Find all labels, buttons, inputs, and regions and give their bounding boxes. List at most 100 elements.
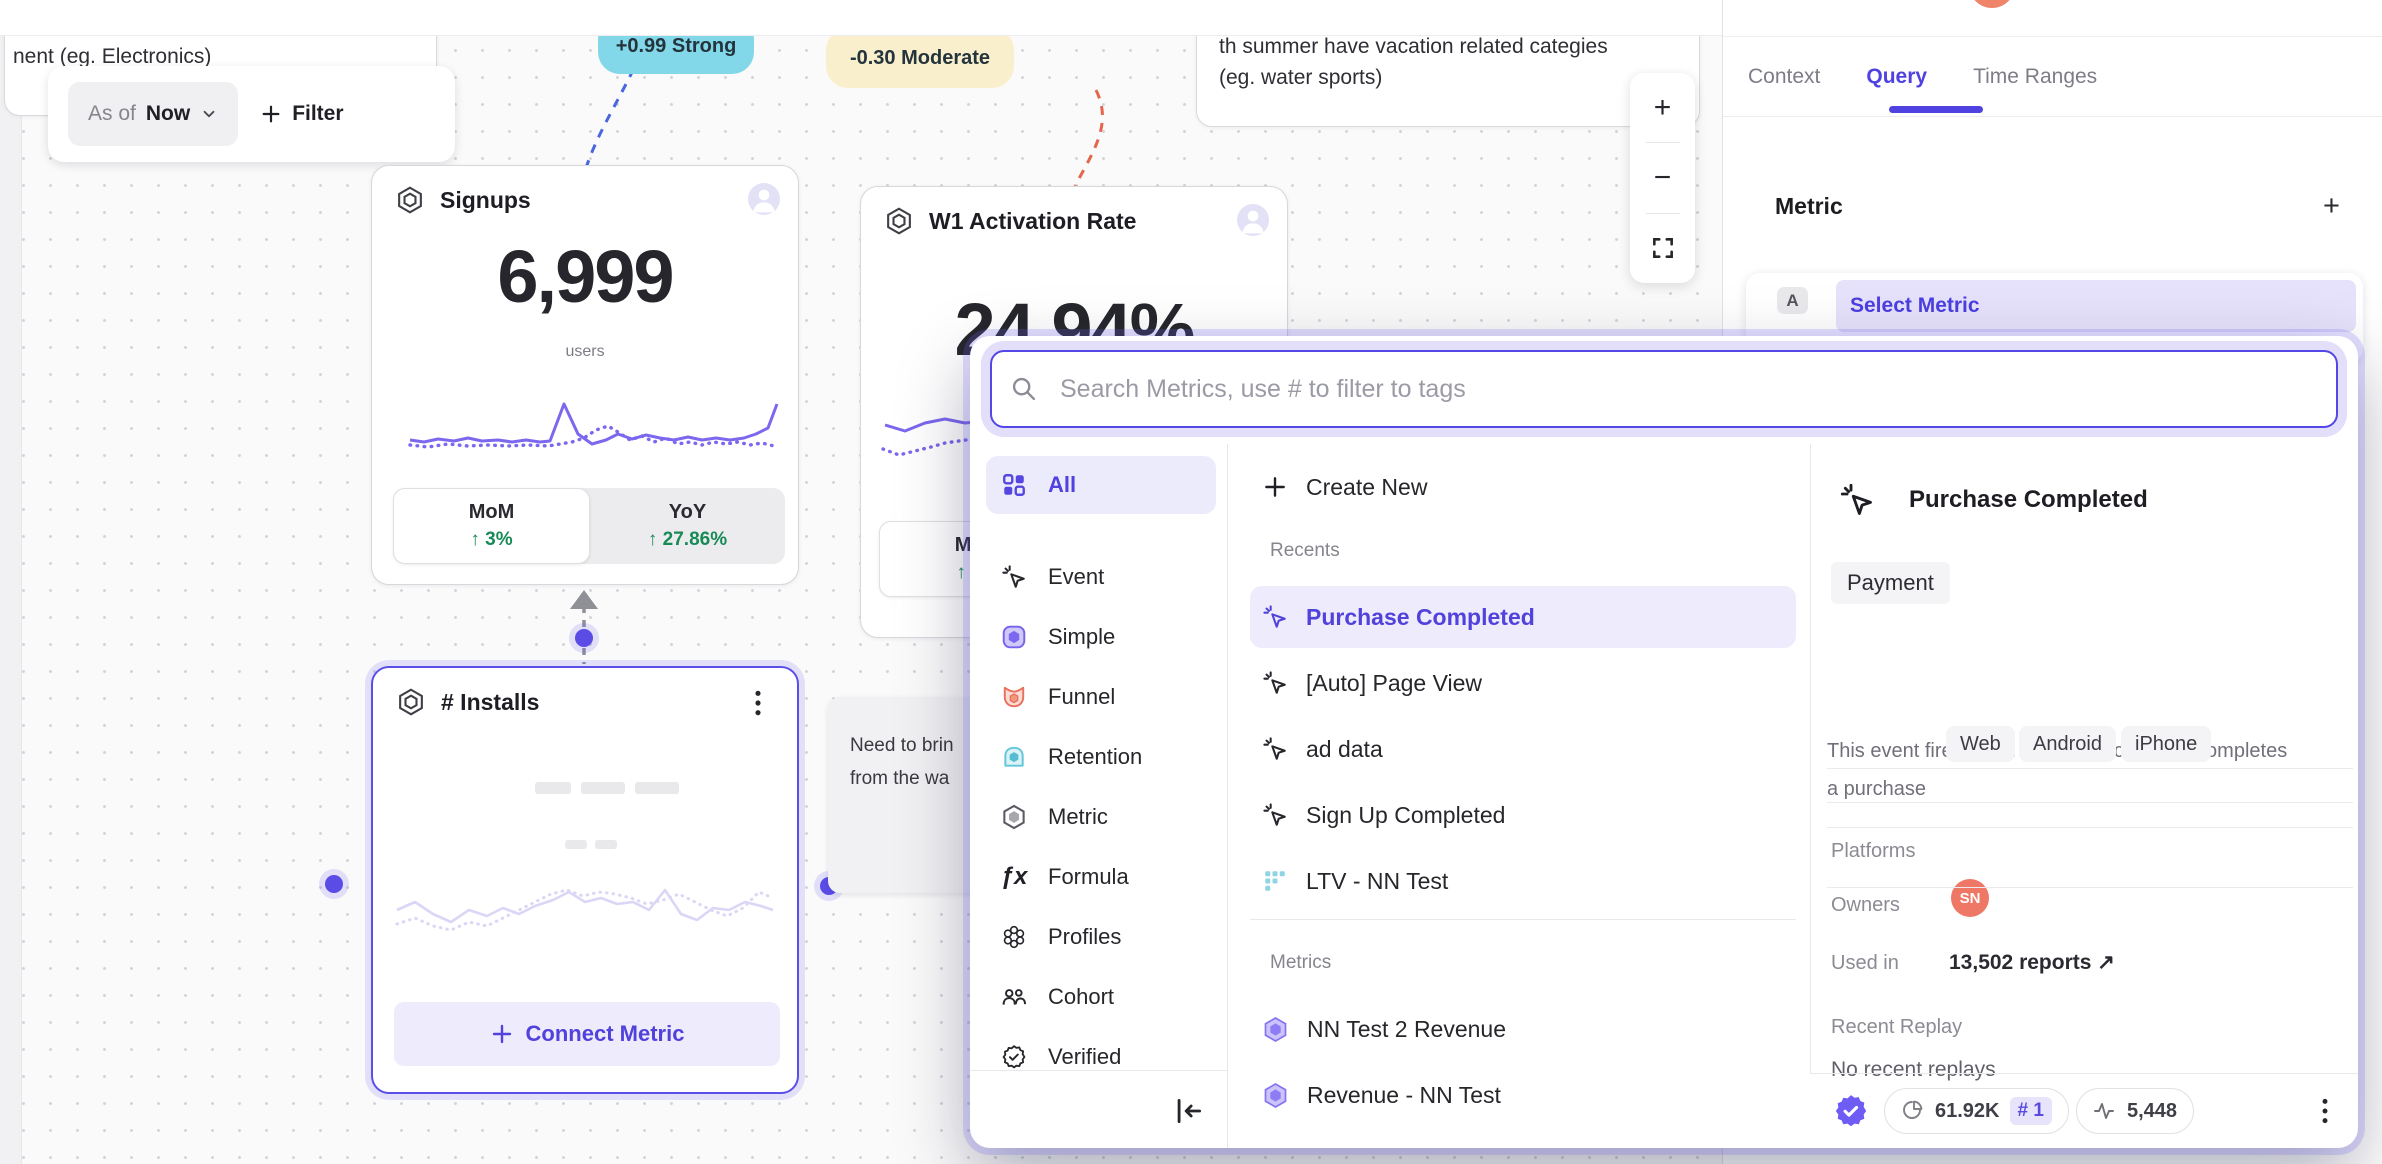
zoom-out-button[interactable]: − xyxy=(1653,161,1672,194)
list-item-revenue-nn-test[interactable]: Revenue - NN Test xyxy=(1250,1066,1796,1124)
metric-type-sidebar: All Event Simple Funnel xyxy=(970,444,1228,1148)
event-icon xyxy=(1263,671,1286,694)
as-of-label: As of xyxy=(88,102,136,125)
metric-card-signups[interactable]: Signups 6,999 users MoM ↑ 3% YoY ↑ 27.86… xyxy=(371,165,799,585)
add-metric-button[interactable]: + xyxy=(2323,190,2340,222)
sidebar-item-label: Retention xyxy=(1048,744,1143,769)
board-toolbar: As of Now Filter xyxy=(48,66,455,162)
divider xyxy=(1645,142,1680,144)
connect-metric-button[interactable]: Connect Metric xyxy=(394,1002,780,1066)
metric-hexagon-icon xyxy=(399,688,423,716)
used-in-label: Used in xyxy=(1831,952,1899,974)
list-item-label: Purchase Completed xyxy=(1306,603,1535,630)
fit-screen-button[interactable] xyxy=(1630,214,1695,283)
sidebar-item-event[interactable]: Event xyxy=(970,548,1228,606)
query-count: 61.92K xyxy=(1935,1099,2000,1122)
create-new-button[interactable]: Create New xyxy=(1250,458,1796,516)
sidebar-item-label: Formula xyxy=(1048,864,1129,889)
skeleton-bar xyxy=(565,840,587,849)
list-item-ad-data[interactable]: ad data xyxy=(1250,720,1796,778)
toggle-mom[interactable]: MoM ↑ 3% xyxy=(393,488,590,564)
tab-context[interactable]: Context xyxy=(1748,64,1821,88)
owner-avatar-icon xyxy=(748,183,780,215)
divider xyxy=(1827,887,2353,888)
metric-card-installs[interactable]: # Installs Connect Metric xyxy=(371,666,799,1094)
metric-hexagon-icon xyxy=(887,207,911,235)
list-item-partial[interactable] xyxy=(1250,1132,1796,1148)
sidebar-item-verified[interactable]: Verified xyxy=(970,1028,1228,1086)
platforms-label: Platforms xyxy=(1831,840,1916,862)
query-count-pill[interactable]: 61.92K # 1 xyxy=(1884,1088,2069,1134)
list-item-label: ad data xyxy=(1306,735,1383,762)
list-item-label: Revenue - NN Test xyxy=(1307,1081,1501,1108)
details-description-line2: a purchase xyxy=(1827,778,1926,800)
left-edge-strip xyxy=(0,0,22,1164)
list-item-purchase-completed[interactable]: Purchase Completed xyxy=(1250,586,1796,648)
list-item-ltv-nn-test[interactable]: LTV - NN Test xyxy=(1250,852,1796,910)
sidebar-item-formula[interactable]: ƒx Formula xyxy=(970,848,1228,906)
metric-results-list: Create New Recents Purchase Completed [A… xyxy=(1228,444,1810,1148)
search-metrics-input[interactable] xyxy=(1060,374,2336,404)
grid-icon xyxy=(1000,471,1028,499)
tab-query[interactable]: Query xyxy=(1866,64,1928,88)
divider xyxy=(1827,768,2353,769)
event-icon xyxy=(1263,605,1286,628)
search-icon xyxy=(1012,377,1036,401)
owner-avatar: SN xyxy=(1951,879,1989,917)
plus-icon xyxy=(492,1024,511,1044)
platform-chip-web: Web xyxy=(1946,726,2015,762)
more-options-icon[interactable] xyxy=(2312,1096,2338,1126)
canvas-top-band xyxy=(0,0,1722,36)
event-icon xyxy=(1263,737,1286,760)
zoom-in-button[interactable]: + xyxy=(1653,90,1672,124)
hexagon-icon xyxy=(1264,1082,1287,1108)
sticky-line2: from the wa xyxy=(850,768,950,789)
tab-time-ranges[interactable]: Time Ranges xyxy=(1973,64,2098,88)
more-options-icon[interactable] xyxy=(745,688,771,718)
as-of-value: Now xyxy=(145,102,191,125)
collapse-sidebar-button[interactable] xyxy=(1172,1094,1208,1128)
as-of-dropdown[interactable]: As of Now xyxy=(68,82,239,146)
sidebar-item-funnel[interactable]: Funnel xyxy=(970,668,1228,726)
list-item-auto-page-view[interactable]: [Auto] Page View xyxy=(1250,654,1796,712)
sidebar-item-simple[interactable]: Simple xyxy=(970,608,1228,666)
chevron-down-icon xyxy=(203,110,215,118)
toggle-yoy[interactable]: YoY ↑ 27.86% xyxy=(590,488,785,564)
list-item-nn-test-2-revenue[interactable]: NN Test 2 Revenue xyxy=(1250,1000,1796,1058)
metrics-section-label: Metrics xyxy=(1270,952,1332,973)
correlation-badge-moderate[interactable]: -0.30 Moderate xyxy=(826,28,1014,88)
event-count-pill[interactable]: 5,448 xyxy=(2076,1088,2195,1134)
sidebar-item-metric[interactable]: Metric xyxy=(970,788,1228,846)
event-count: 5,448 xyxy=(2127,1099,2178,1122)
list-item-label: LTV - NN Test xyxy=(1306,867,1449,894)
add-filter-button[interactable]: Filter xyxy=(260,102,344,126)
list-item-sign-up-completed[interactable]: Sign Up Completed xyxy=(1250,786,1796,844)
note-line2: (eg. water sports) xyxy=(1219,66,1383,89)
sidebar-item-retention[interactable]: Retention xyxy=(970,728,1228,786)
recent-replay-label: Recent Replay xyxy=(1831,1016,1963,1038)
verified-icon xyxy=(1000,1043,1028,1071)
used-in-reports-link[interactable]: 13,502 reports ↗ xyxy=(1949,951,2115,974)
profiles-icon xyxy=(1000,923,1028,951)
activity-icon xyxy=(2094,1103,2114,1119)
zoom-toolbar: + − xyxy=(1630,73,1695,283)
sidebar-item-label: Verified xyxy=(1048,1044,1122,1069)
skeleton-bar xyxy=(535,782,571,794)
metric-hexagon-icon xyxy=(398,186,422,214)
comparison-toggle: MoM ↑ 3% YoY ↑ 27.86% xyxy=(393,488,785,564)
retention-icon xyxy=(1000,743,1028,771)
toggle-delta: ↑ 27.86% xyxy=(647,529,728,550)
verified-badge-icon[interactable] xyxy=(1832,1092,1870,1130)
sticky-note[interactable]: Need to brin from the wa xyxy=(828,697,992,893)
select-metric-field[interactable]: Select Metric xyxy=(1836,280,2356,332)
funnel-icon xyxy=(1000,683,1028,711)
sticky-line1: Need to brin xyxy=(850,735,954,756)
search-field-wrap xyxy=(990,350,2338,428)
sidebar-item-cohort[interactable]: Cohort xyxy=(970,968,1228,1026)
user-avatar[interactable] xyxy=(1969,0,2015,8)
metric-unit: users xyxy=(565,343,605,360)
sidebar-item-profiles[interactable]: Profiles xyxy=(970,908,1228,966)
toggle-label: YoY xyxy=(668,501,707,523)
sidebar-item-all[interactable]: All xyxy=(986,456,1216,514)
active-tab-underline xyxy=(1889,106,1983,113)
